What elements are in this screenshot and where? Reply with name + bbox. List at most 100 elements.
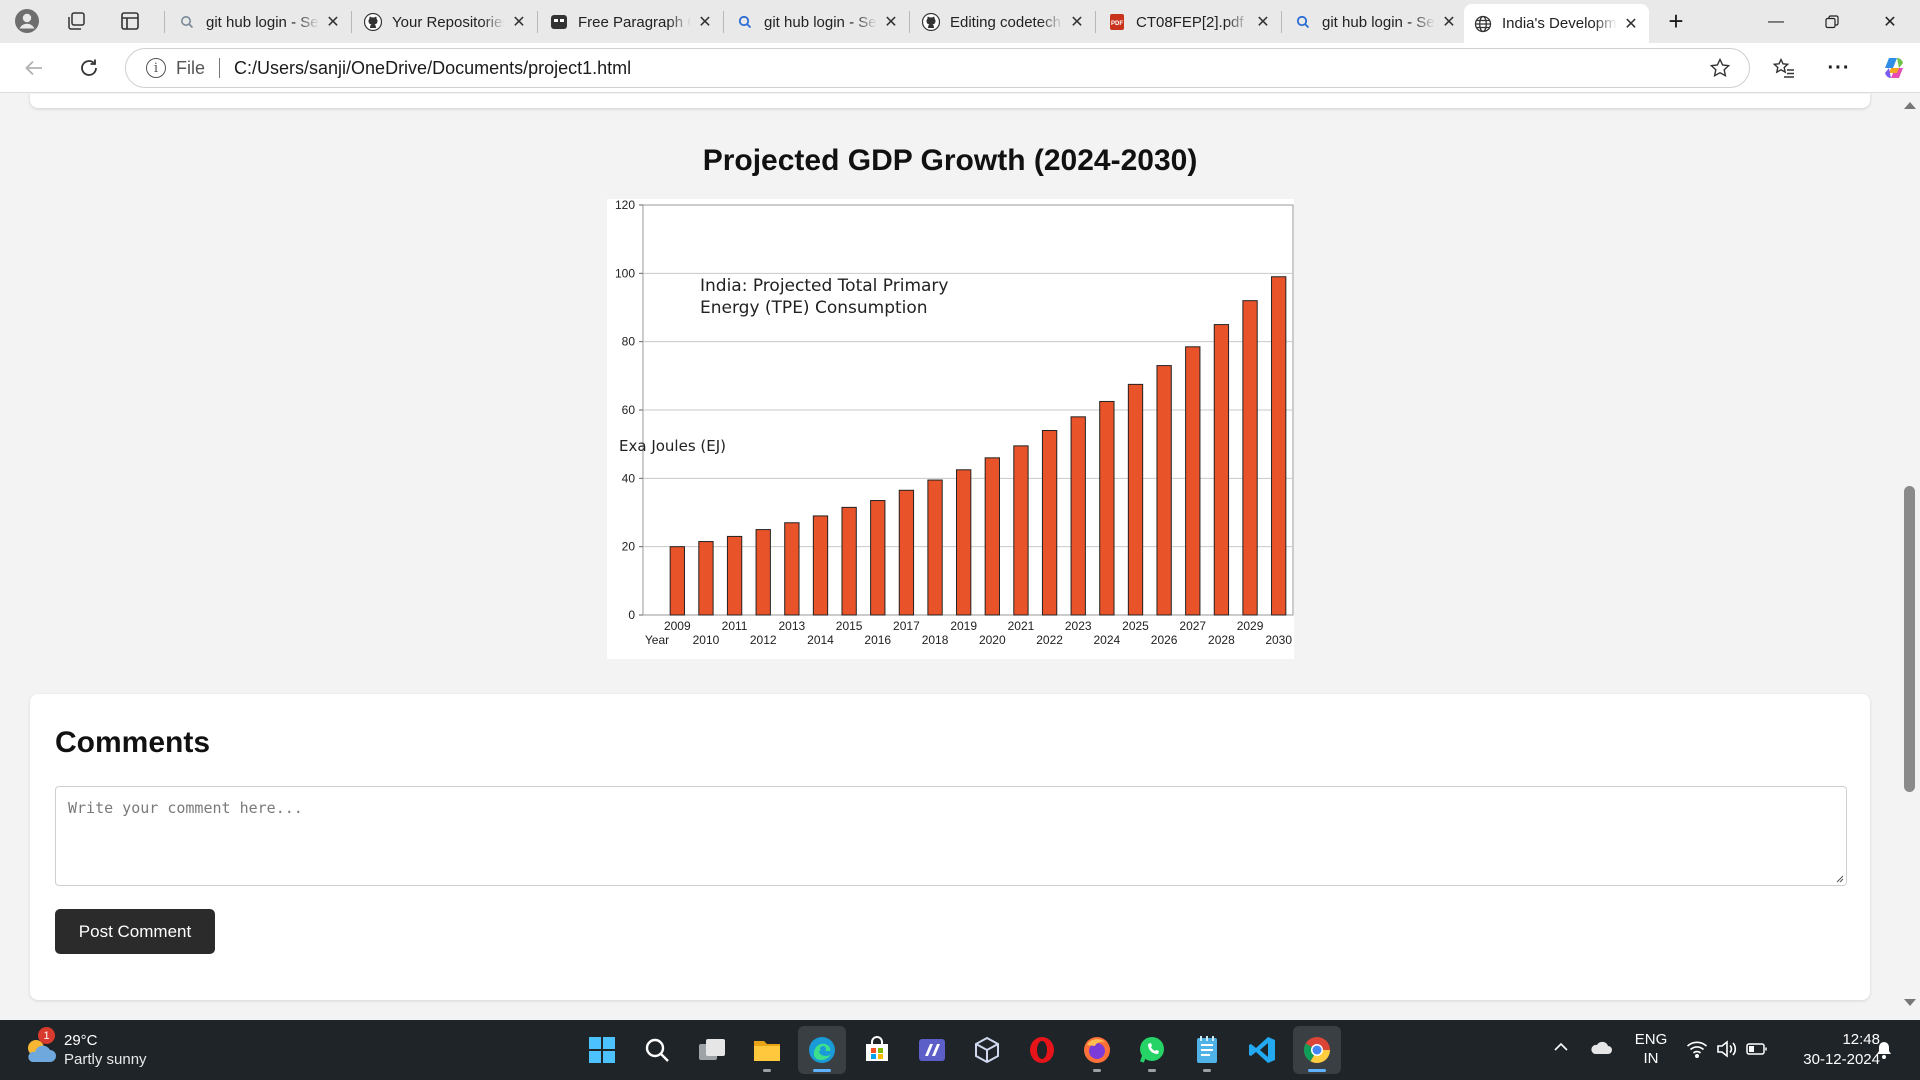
teams-icon (919, 1039, 945, 1061)
bar (1041, 430, 1058, 616)
refresh-icon (81, 59, 97, 76)
back-button[interactable] (16, 50, 52, 86)
tab-title: Free Paragraph Generator (578, 13, 691, 31)
bar (726, 535, 743, 616)
x-tick-label: 2024 (1094, 633, 1121, 647)
close-window-button[interactable]: ✕ (1862, 0, 1918, 43)
bar (898, 489, 915, 616)
tab-5[interactable]: Editing codetech ✕ (912, 5, 1095, 39)
close-tab-icon[interactable]: ✕ (884, 14, 898, 31)
x-tick-label: 2029 (1237, 619, 1264, 633)
battery-icon[interactable] (1746, 1041, 1768, 1062)
close-tab-icon[interactable]: ✕ (1442, 14, 1456, 31)
weather-widget[interactable]: 1 29°C Partly sunny (22, 1027, 182, 1072)
y-tick-label: 0 (628, 608, 635, 622)
previous-section-card (30, 94, 1870, 108)
comment-textarea[interactable] (55, 786, 1847, 886)
refresh-button[interactable] (71, 50, 107, 86)
x-tick-label: 2028 (1208, 633, 1235, 647)
bar (1185, 346, 1201, 616)
edge-button[interactable] (798, 1026, 846, 1074)
workspaces-icon (68, 12, 85, 30)
start-button[interactable] (578, 1026, 626, 1074)
close-tab-icon[interactable]: ✕ (698, 14, 712, 31)
close-tab-icon[interactable]: ✕ (1256, 14, 1270, 31)
tab-6[interactable]: PDF CT08FEP[2].pdf ✕ (1098, 5, 1281, 39)
taskbar-search-button[interactable] (633, 1026, 681, 1074)
notification-bell-icon[interactable] (1875, 1040, 1893, 1065)
language-code: ENG (1634, 1031, 1668, 1048)
tab-7[interactable]: git hub login - Search ✕ (1284, 5, 1467, 39)
bar (841, 506, 857, 616)
favorites-button[interactable] (1766, 50, 1802, 86)
bar (1213, 324, 1230, 616)
scroll-down-arrow-icon[interactable] (1904, 999, 1916, 1006)
chrome-icon (1303, 1037, 1331, 1064)
store-icon (866, 1036, 888, 1061)
language-indicator[interactable]: ENG IN (1630, 1030, 1672, 1068)
restore-button[interactable] (1804, 0, 1860, 43)
url-text[interactable]: C:/Users/sanji/OneDrive/Documents/projec… (234, 57, 632, 78)
bar (1271, 276, 1287, 616)
x-tick-label: 2022 (1036, 633, 1063, 647)
scroll-thumb[interactable] (1904, 486, 1915, 792)
show-hidden-icons-chevron-icon[interactable] (1552, 1038, 1570, 1061)
close-tab-icon[interactable]: ✕ (512, 14, 526, 31)
x-tick-label: 2016 (864, 633, 891, 647)
scroll-up-arrow-icon[interactable] (1904, 102, 1916, 109)
x-tick-label: 2019 (950, 619, 977, 633)
comments-card: Comments Post Comment (30, 694, 1870, 1000)
y-tick-label: 100 (615, 266, 635, 280)
resize-grip-icon[interactable] (1834, 873, 1844, 883)
more-menu-button[interactable]: ··· (1821, 50, 1857, 86)
profile-button[interactable] (9, 4, 45, 38)
separator (219, 58, 221, 78)
chrome-button[interactable] (1293, 1026, 1341, 1074)
close-icon: ✕ (1883, 13, 1897, 31)
tab-2[interactable]: Your Repositories ✕ (354, 5, 537, 39)
whatsapp-icon (1140, 1037, 1164, 1063)
store-button[interactable] (853, 1026, 901, 1074)
tab-title: git hub login - Search (764, 13, 877, 31)
volume-icon[interactable] (1716, 1040, 1738, 1063)
x-tick-label: 2017 (893, 619, 920, 633)
firefox-button[interactable] (1073, 1026, 1121, 1074)
bar (698, 541, 714, 616)
chart-title-line-2: Energy (TPE) Consumption (700, 298, 928, 318)
onedrive-cloud-icon[interactable] (1590, 1040, 1612, 1061)
site-info-icon[interactable]: i (146, 58, 166, 78)
opera-button[interactable] (1018, 1026, 1066, 1074)
close-tab-icon[interactable]: ✕ (326, 14, 340, 31)
notepad-button[interactable] (1183, 1026, 1231, 1074)
wifi-icon[interactable] (1686, 1040, 1708, 1063)
minimize-button[interactable]: — (1748, 0, 1804, 43)
task-view-button[interactable] (688, 1026, 736, 1074)
workspaces-button[interactable] (58, 4, 94, 38)
close-tab-icon[interactable]: ✕ (1624, 15, 1638, 33)
x-tick-label: 2023 (1065, 619, 1092, 633)
favorite-star-icon[interactable] (1709, 57, 1731, 79)
tab-3[interactable]: Free Paragraph Generator ✕ (540, 5, 723, 39)
tab-1[interactable]: git hub login - Search ✕ (168, 5, 351, 39)
bar (1013, 445, 1029, 616)
copilot-button[interactable] (1876, 50, 1912, 86)
whatsapp-button[interactable] (1128, 1026, 1176, 1074)
tab-actions-button[interactable] (112, 4, 148, 38)
post-comment-button[interactable]: Post Comment (55, 909, 215, 954)
teams-button[interactable] (908, 1026, 956, 1074)
chart-heading: Projected GDP Growth (2024-2030) (702, 144, 1198, 177)
virtualbox-icon (975, 1036, 999, 1064)
new-tab-button[interactable]: + (1658, 4, 1694, 38)
page-scrollbar[interactable] (1900, 94, 1920, 1020)
tab-4[interactable]: git hub login - Search ✕ (726, 5, 909, 39)
file-explorer-button[interactable] (743, 1026, 791, 1074)
github-icon (364, 13, 382, 31)
close-tab-icon[interactable]: ✕ (1070, 14, 1084, 31)
address-bar[interactable]: i File C:/Users/sanji/OneDrive/Documents… (125, 48, 1750, 88)
globe-icon (1474, 15, 1492, 33)
virtualbox-button[interactable] (963, 1026, 1011, 1074)
tab-8-active[interactable]: India's Development ✕ (1464, 4, 1649, 43)
clock[interactable]: 12:48 30-12-2024 (1780, 1030, 1880, 1070)
file-explorer-icon (754, 1041, 780, 1061)
vscode-button[interactable] (1238, 1026, 1286, 1074)
